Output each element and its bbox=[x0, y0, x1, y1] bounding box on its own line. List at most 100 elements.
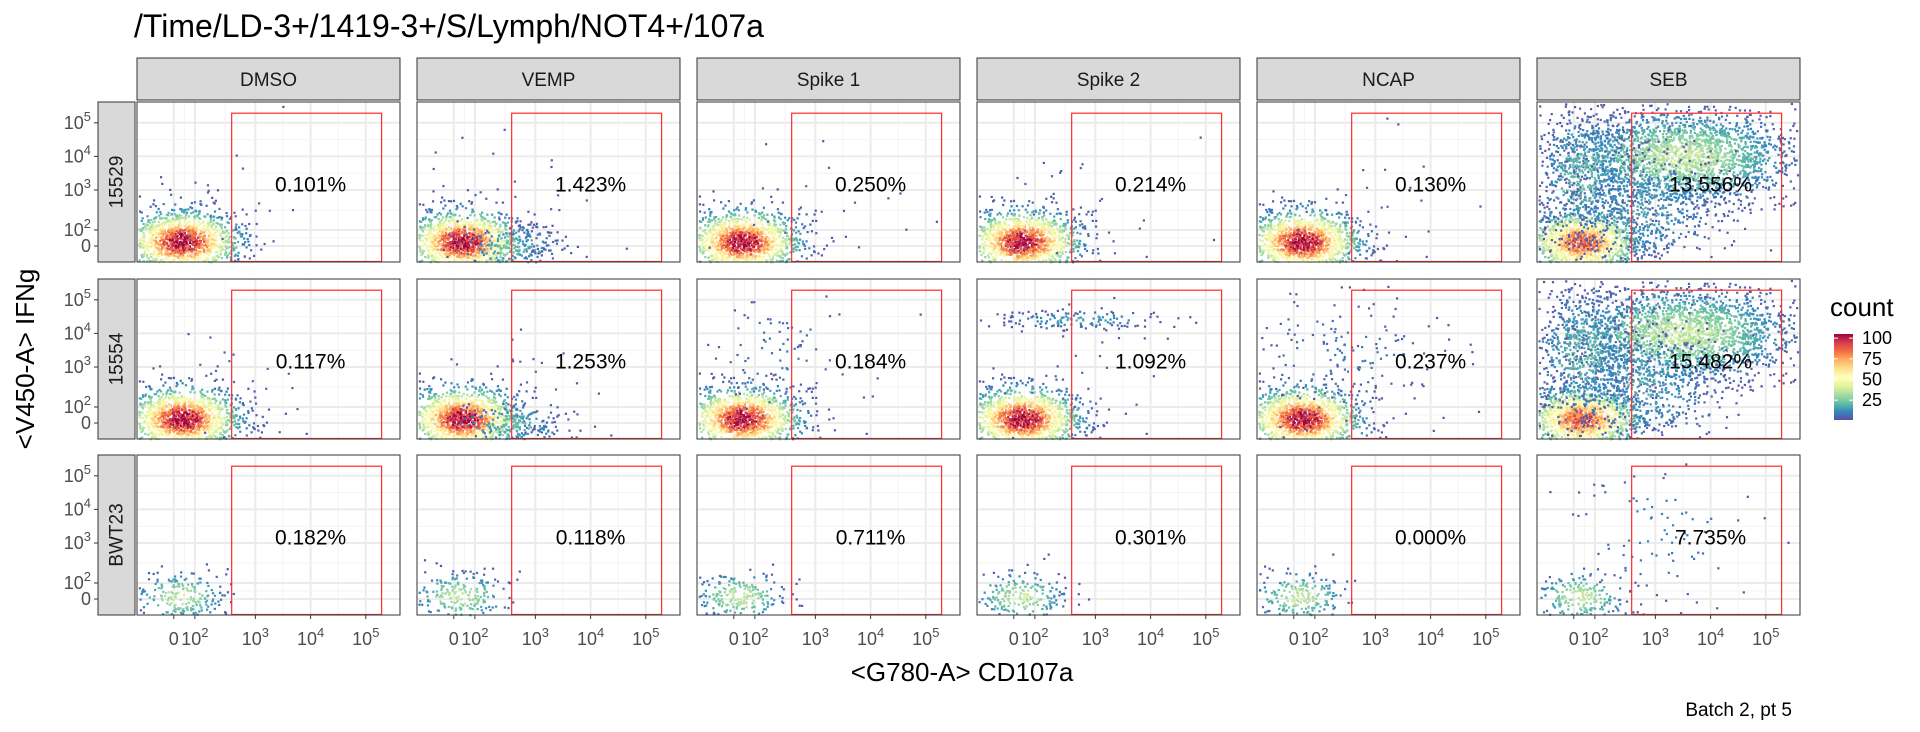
panel-dmso-15554: 0.117% bbox=[137, 279, 400, 440]
x-tick-label: 0 bbox=[729, 629, 739, 649]
y-axis-title: <V450-A> IFNg bbox=[10, 269, 40, 450]
panel-ncap-15529: 0.130% bbox=[1257, 102, 1520, 263]
x-tick-label: 104 bbox=[1137, 625, 1164, 649]
column-strip-dmso: DMSO bbox=[137, 58, 400, 100]
gate-percentage: 0.118% bbox=[556, 527, 626, 550]
x-tick-label: 0 bbox=[1569, 629, 1579, 649]
column-strip-vemp: VEMP bbox=[417, 58, 680, 100]
gate-percentage: 1.253% bbox=[555, 351, 626, 374]
legend-title: count bbox=[1830, 292, 1894, 322]
panel-seb-BWT23: 7.735% bbox=[1537, 455, 1800, 616]
row-strip-15529: 15529 bbox=[98, 102, 135, 262]
panel-ncap-BWT23: 0.000% bbox=[1257, 455, 1520, 616]
gate-percentage: 0.711% bbox=[836, 527, 906, 550]
panels-layer: 1552901021031041050.101%DMSO1.423%VEMP0.… bbox=[64, 58, 1800, 649]
y-tick-label: 103 bbox=[64, 176, 91, 200]
y-tick-label: 104 bbox=[64, 495, 91, 519]
x-tick-label: 0 bbox=[449, 629, 459, 649]
column-strip-seb: SEB bbox=[1537, 58, 1800, 100]
row-strip-15554: 15554 bbox=[98, 279, 135, 439]
gate-percentage: 0.250% bbox=[835, 174, 906, 197]
x-tick-label: 103 bbox=[802, 625, 829, 649]
plot-title: /Time/LD-3+/1419-3+/S/Lymph/NOT4+/107a bbox=[134, 8, 764, 44]
x-tick-label: 104 bbox=[1697, 625, 1724, 649]
x-tick-label: 104 bbox=[297, 625, 324, 649]
gate-percentage: 0.301% bbox=[1115, 527, 1186, 550]
column-strip-label: NCAP bbox=[1362, 70, 1415, 91]
legend-tick-label: 25 bbox=[1862, 390, 1882, 410]
gate-percentage: 0.237% bbox=[1395, 351, 1466, 374]
y-tick-label: 104 bbox=[64, 142, 91, 166]
gate-percentage: 0.000% bbox=[1395, 527, 1466, 550]
column-strip-label: SEB bbox=[1649, 70, 1687, 91]
panel-spike-1-BWT23: 0.711% bbox=[697, 455, 960, 615]
y-tick-label: 105 bbox=[64, 286, 91, 310]
x-axis-ticks: 0 102 103 104 105 bbox=[449, 615, 660, 649]
x-tick-label: 102 bbox=[1581, 625, 1608, 649]
gate-percentage: 0.182% bbox=[275, 527, 346, 550]
panel-vemp-15554: 1.253% bbox=[417, 279, 680, 440]
gate-percentage: 0.101% bbox=[275, 174, 346, 197]
x-tick-label: 104 bbox=[577, 625, 604, 649]
x-tick-label: 0 bbox=[1289, 629, 1299, 649]
row-strip-label: BWT23 bbox=[107, 503, 128, 566]
column-strip-label: Spike 2 bbox=[1077, 70, 1140, 91]
x-tick-label: 105 bbox=[1752, 625, 1779, 649]
column-strip-spike-1: Spike 1 bbox=[697, 58, 960, 100]
x-tick-label: 104 bbox=[1417, 625, 1444, 649]
x-tick-label: 103 bbox=[242, 625, 269, 649]
x-axis-ticks: 0 102 103 104 105 bbox=[1009, 615, 1220, 649]
panel-vemp-BWT23: 0.118% bbox=[417, 455, 680, 616]
legend-colorbar bbox=[1834, 334, 1853, 420]
x-tick-label: 103 bbox=[522, 625, 549, 649]
gate-percentage: 1.092% bbox=[1115, 351, 1186, 374]
x-axis-ticks: 0 102 103 104 105 bbox=[169, 615, 380, 649]
column-strip-label: VEMP bbox=[522, 70, 576, 91]
panel-vemp-15529: 1.423% bbox=[417, 102, 680, 263]
x-axis-ticks: 0 102 103 104 105 bbox=[1289, 615, 1500, 649]
column-strip-label: DMSO bbox=[240, 70, 297, 91]
x-axis-title: <G780-A> CD107a bbox=[851, 657, 1074, 687]
x-tick-label: 0 bbox=[1009, 629, 1019, 649]
column-strip-spike-2: Spike 2 bbox=[977, 58, 1240, 100]
panel-spike-1-15529: 0.250% bbox=[697, 102, 960, 263]
legend-tick-label: 100 bbox=[1862, 328, 1892, 348]
x-tick-label: 105 bbox=[352, 625, 379, 649]
x-tick-label: 102 bbox=[1021, 625, 1048, 649]
x-tick-label: 103 bbox=[1082, 625, 1109, 649]
column-strip-label: Spike 1 bbox=[797, 70, 860, 91]
panel-seb-15529: 13.556% bbox=[1537, 102, 1800, 263]
legend-tick-label: 50 bbox=[1862, 369, 1882, 389]
x-tick-label: 105 bbox=[632, 625, 659, 649]
gate-percentage: 15.482% bbox=[1669, 351, 1752, 374]
x-tick-label: 105 bbox=[1472, 625, 1499, 649]
row-strip-label: 15529 bbox=[107, 156, 128, 209]
panel-dmso-15529: 0.101% bbox=[137, 102, 400, 263]
x-axis-ticks: 0 102 103 104 105 bbox=[729, 615, 940, 649]
gate-percentage: 1.423% bbox=[555, 174, 626, 197]
x-tick-label: 102 bbox=[461, 625, 488, 649]
panel-ncap-15554: 0.237% bbox=[1257, 279, 1520, 440]
y-tick-label: 105 bbox=[64, 109, 91, 133]
x-tick-label: 103 bbox=[1362, 625, 1389, 649]
plot-caption: Batch 2, pt 5 bbox=[1685, 700, 1792, 721]
row-strip-label: 15554 bbox=[107, 332, 128, 385]
gate-percentage: 0.117% bbox=[276, 351, 346, 374]
panel-seb-15554: 15.482% bbox=[1537, 279, 1800, 440]
column-strip-ncap: NCAP bbox=[1257, 58, 1520, 100]
x-tick-label: 105 bbox=[912, 625, 939, 649]
panel-spike-2-15554: 1.092% bbox=[977, 279, 1240, 440]
panel-dmso-BWT23: 0.182% bbox=[137, 455, 400, 616]
y-tick-label: 103 bbox=[64, 529, 91, 553]
gate-percentage: 13.556% bbox=[1669, 174, 1752, 197]
y-tick-label: 105 bbox=[64, 462, 91, 486]
row-strip-BWT23: BWT23 bbox=[98, 455, 135, 615]
x-axis-ticks: 0 102 103 104 105 bbox=[1569, 615, 1780, 649]
gate-percentage: 7.735% bbox=[1675, 527, 1746, 550]
y-tick-label: 104 bbox=[64, 319, 91, 343]
